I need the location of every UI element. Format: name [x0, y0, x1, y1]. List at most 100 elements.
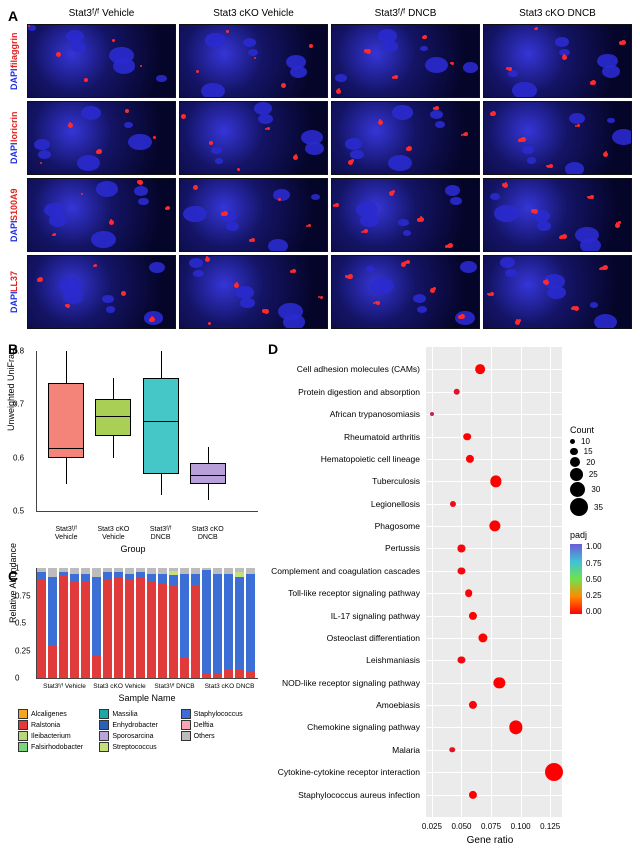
dot-18 — [545, 763, 563, 781]
stacked-bar-2 — [59, 568, 68, 678]
micrograph-0-0 — [27, 24, 176, 98]
stack-seg-Staphylococcus — [37, 572, 46, 579]
dot-10 — [465, 589, 473, 597]
b-ytick: 0.6 — [13, 453, 24, 462]
stack-seg-Staphylococcus — [169, 575, 178, 585]
stack-seg-Ralstonia — [213, 673, 222, 679]
stack-seg-Ralstonia — [224, 669, 233, 678]
stack-seg-Ralstonia — [37, 579, 46, 678]
stack-seg-Staphylococcus — [147, 574, 156, 582]
stack-seg-Ralstonia — [169, 585, 178, 679]
pathway-label: Rheumatoid arthritis — [344, 432, 420, 442]
count-legend-row: 25 — [570, 468, 636, 481]
padj-tick: 1.00 — [586, 542, 602, 551]
dot-15 — [469, 701, 477, 709]
dot-0 — [476, 365, 486, 375]
c-ytick: 1 — [15, 564, 19, 573]
legend-item-massilia: Massilia — [99, 709, 176, 719]
c-ytick: 0.5 — [15, 619, 26, 628]
c-y-title: Relative Abundance — [8, 543, 18, 623]
pathway-label: Staphylococcus aureus infection — [298, 790, 420, 800]
stacked-bar-14 — [191, 568, 200, 678]
d-legends: Count 101520253035 padj 0.000.250.500.75… — [570, 421, 636, 616]
stacked-bar-16 — [213, 568, 222, 678]
legend-item-ileibacterium: Ileibacterium — [18, 731, 95, 741]
count-legend: 101520253035 — [570, 437, 636, 516]
pathway-label: IL-17 signaling pathway — [331, 611, 420, 621]
c-xgroup: Stat3ᶠ/ᶠ Vehicle — [43, 683, 86, 690]
d-xtick: 0.025 — [422, 822, 442, 831]
stack-seg-Ralstonia — [59, 576, 68, 678]
pathway-label: Chemokine signaling pathway — [307, 722, 420, 732]
padj-colorbar — [570, 544, 582, 614]
stacked-bar-1 — [48, 568, 57, 678]
stack-seg-Ralstonia — [136, 578, 145, 678]
c-xgroup: Stat3 cKO DNCB — [205, 683, 255, 690]
stack-seg-Staphylococcus — [235, 577, 244, 671]
pathway-label: Phagosome — [375, 521, 420, 531]
stacked-bar-0 — [37, 568, 46, 678]
stacked-bar-10 — [147, 568, 156, 678]
stack-seg-Staphylococcus — [202, 570, 211, 672]
c-x-title: Sample Name — [36, 693, 258, 703]
micrograph-3-2 — [331, 255, 480, 329]
micrograph-1-0 — [27, 101, 176, 175]
b-ytick: 0.8 — [13, 347, 24, 356]
stacked-bar-11 — [158, 568, 167, 678]
pathway-label: Cytokine-cytokine receptor interaction — [278, 767, 420, 777]
legend-item-streptococcus: Streptococcus — [99, 742, 176, 752]
pathway-label: Legionellosis — [371, 499, 420, 509]
legend-item-enhydrobacter: Enhydrobacter — [99, 720, 176, 730]
stack-seg-Others — [92, 568, 101, 577]
d-xtick: 0.075 — [481, 822, 501, 831]
b-xtick: Stat3 cKODNCB — [183, 526, 233, 541]
pathway-label: Toll-like receptor signaling pathway — [288, 588, 420, 598]
stacked-bar-18 — [235, 568, 244, 678]
panel-a: A Stat3ᶠ/ᶠ Vehicle Stat3 cKO Vehicle Sta… — [8, 8, 632, 329]
stack-seg-Ralstonia — [158, 583, 167, 678]
stack-seg-Ralstonia — [114, 577, 123, 678]
stack-seg-Ralstonia — [70, 581, 79, 678]
stacked-bar-7 — [114, 568, 123, 678]
stacked-bar-4 — [81, 568, 90, 678]
stack-seg-Staphylococcus — [81, 574, 90, 582]
stack-seg-Others — [48, 568, 57, 577]
stack-seg-Ralstonia — [92, 656, 101, 678]
stacked-bar-5 — [92, 568, 101, 678]
stack-seg-Ralstonia — [147, 581, 156, 678]
micrograph-1-1 — [179, 101, 328, 175]
padj-ticks: 0.000.250.500.751.00 — [586, 542, 602, 616]
stacked-bar-15 — [202, 568, 211, 678]
stack-seg-Ralstonia — [81, 581, 90, 678]
taxa-legend: AlcaligenesMassiliaStaphylococcusRalston… — [18, 709, 258, 752]
legend-item-sporosarcina: Sporosarcina — [99, 731, 176, 741]
count-legend-title: Count — [570, 425, 636, 435]
d-xtick: 0.050 — [451, 822, 471, 831]
stack-seg-Staphylococcus — [180, 574, 189, 659]
c-xgroup: Stat3 cKO Vehicle — [93, 683, 145, 690]
stack-seg-Staphylococcus — [224, 574, 233, 670]
padj-tick: 0.75 — [586, 559, 602, 568]
legend-item-ralstonia: Ralstonia — [18, 720, 95, 730]
stacked-bar-12 — [169, 568, 178, 678]
pathway-label: Malaria — [392, 745, 420, 755]
stack-seg-Staphylococcus — [246, 574, 255, 672]
micrograph-2-1 — [179, 178, 328, 252]
dot-6 — [450, 501, 456, 507]
count-legend-row: 20 — [570, 457, 636, 467]
stacked-bar-19 — [246, 568, 255, 678]
pathway-label: African trypanosomiasis — [330, 409, 420, 419]
c-xgroup: Stat3ᶠ/ᶠ DNCB — [154, 683, 194, 690]
b-xtick: Stat3 cKOVehicle — [88, 526, 138, 541]
pathway-label: Osteoclast differentiation — [327, 633, 420, 643]
dot-3 — [464, 433, 472, 441]
panel-d-label: D — [268, 341, 278, 357]
panel-d: D 0.0250.0500.0750.1000.125Cell adhesion… — [268, 341, 632, 846]
pathway-label: Pertussis — [385, 543, 420, 553]
micrograph-2-0 — [27, 178, 176, 252]
b-xtick: Stat3ᶠ/ᶠVehicle — [41, 526, 91, 541]
b-ytick: 0.5 — [13, 507, 24, 516]
stack-seg-Ralstonia — [180, 658, 189, 678]
dot-11 — [469, 611, 477, 619]
micrograph-1-2 — [331, 101, 480, 175]
